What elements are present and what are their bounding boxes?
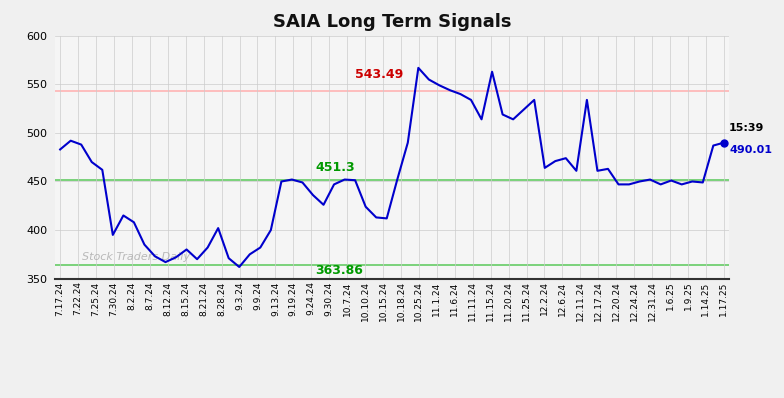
Text: Stock Traders Daily: Stock Traders Daily xyxy=(82,252,190,261)
Text: 490.01: 490.01 xyxy=(729,144,772,154)
Title: SAIA Long Term Signals: SAIA Long Term Signals xyxy=(273,14,511,31)
Text: 15:39: 15:39 xyxy=(729,123,764,133)
Text: 451.3: 451.3 xyxy=(316,161,355,174)
Point xyxy=(717,139,730,146)
Text: 543.49: 543.49 xyxy=(355,68,404,82)
Text: 363.86: 363.86 xyxy=(316,263,364,277)
